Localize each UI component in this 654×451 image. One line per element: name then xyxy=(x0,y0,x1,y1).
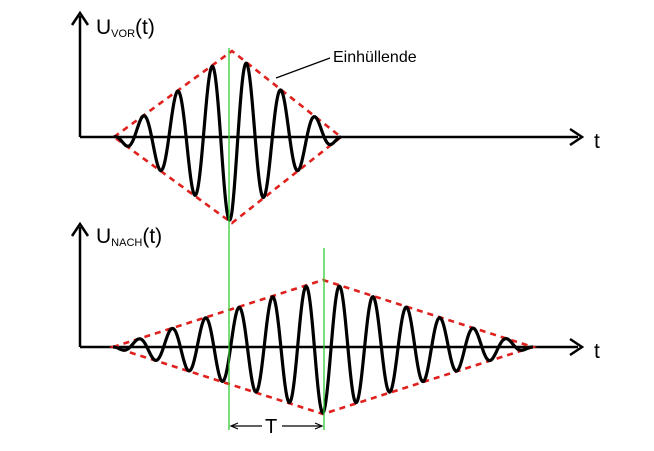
top-signal xyxy=(113,61,342,222)
bottom-signal xyxy=(113,284,533,415)
bottom-x-axis-arrow-right-icon xyxy=(569,337,585,357)
period-annotation: T xyxy=(229,416,324,438)
top-x-axis-arrow-right-icon xyxy=(569,127,585,147)
period-label: T xyxy=(265,416,277,438)
top-x-label: t xyxy=(594,130,600,153)
top-plot: UVOR(t) t Einhüllende xyxy=(70,10,600,225)
bottom-y-axis-arrow-up-icon xyxy=(70,221,90,237)
envelope-label: Einhüllende xyxy=(333,49,417,66)
top-y-axis-arrow-up-icon xyxy=(70,10,90,26)
envelope-pointer-line xyxy=(275,57,331,79)
bottom-x-label: t xyxy=(594,340,600,363)
top-y-label: UVOR(t) xyxy=(96,16,155,40)
bottom-y-label: UNACH(t) xyxy=(96,225,162,249)
bottom-plot: UNACH(t) t xyxy=(70,221,600,416)
